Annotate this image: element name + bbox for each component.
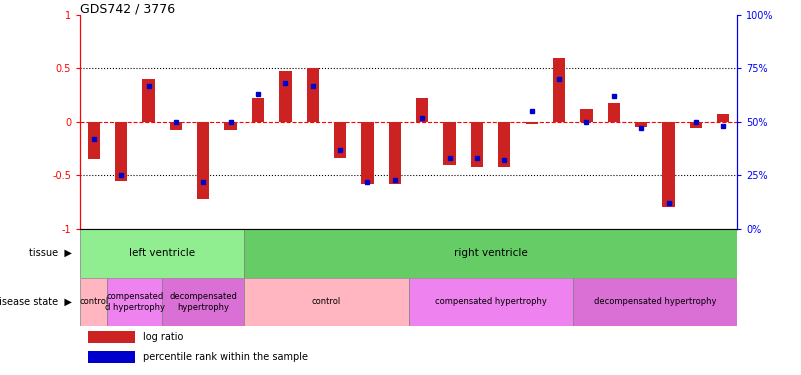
Bar	[471, 122, 483, 167]
Text: compensated hypertrophy: compensated hypertrophy	[435, 297, 546, 306]
Bar	[87, 122, 100, 159]
Bar	[580, 109, 593, 122]
Bar	[717, 114, 730, 122]
Bar	[662, 122, 674, 207]
Text: right ventricle: right ventricle	[453, 248, 528, 258]
Text: compensated
d hypertrophy: compensated d hypertrophy	[105, 292, 165, 312]
Bar	[334, 122, 346, 158]
Bar	[80, 229, 244, 278]
Bar	[252, 98, 264, 122]
Bar	[361, 122, 373, 184]
Bar	[143, 79, 155, 122]
Text: decompensated hypertrophy: decompensated hypertrophy	[594, 297, 716, 306]
Bar	[416, 98, 429, 122]
Bar	[388, 122, 401, 184]
Text: percentile rank within the sample: percentile rank within the sample	[143, 352, 308, 362]
Bar	[115, 122, 127, 181]
Bar	[409, 278, 573, 326]
Bar	[80, 278, 107, 326]
Bar	[88, 351, 135, 363]
Bar	[107, 278, 162, 326]
Bar	[224, 122, 237, 130]
Bar	[498, 122, 510, 167]
Text: GDS742 / 3776: GDS742 / 3776	[80, 2, 175, 15]
Bar	[553, 58, 566, 122]
Bar	[244, 278, 409, 326]
Bar	[162, 278, 244, 326]
Bar	[88, 331, 135, 344]
Bar	[280, 70, 292, 122]
Text: control: control	[79, 297, 108, 306]
Bar	[573, 278, 737, 326]
Bar	[197, 122, 209, 199]
Text: left ventricle: left ventricle	[129, 248, 195, 258]
Bar	[608, 103, 620, 122]
Text: decompensated
hypertrophy: decompensated hypertrophy	[169, 292, 237, 312]
Bar	[244, 229, 737, 278]
Bar	[444, 122, 456, 165]
Bar	[525, 122, 537, 124]
Bar	[170, 122, 182, 130]
Text: tissue  ▶: tissue ▶	[29, 248, 72, 258]
Bar	[307, 68, 319, 122]
Text: disease state  ▶: disease state ▶	[0, 297, 72, 307]
Text: control: control	[312, 297, 341, 306]
Text: log ratio: log ratio	[143, 333, 183, 342]
Bar	[690, 122, 702, 128]
Bar	[635, 122, 647, 127]
